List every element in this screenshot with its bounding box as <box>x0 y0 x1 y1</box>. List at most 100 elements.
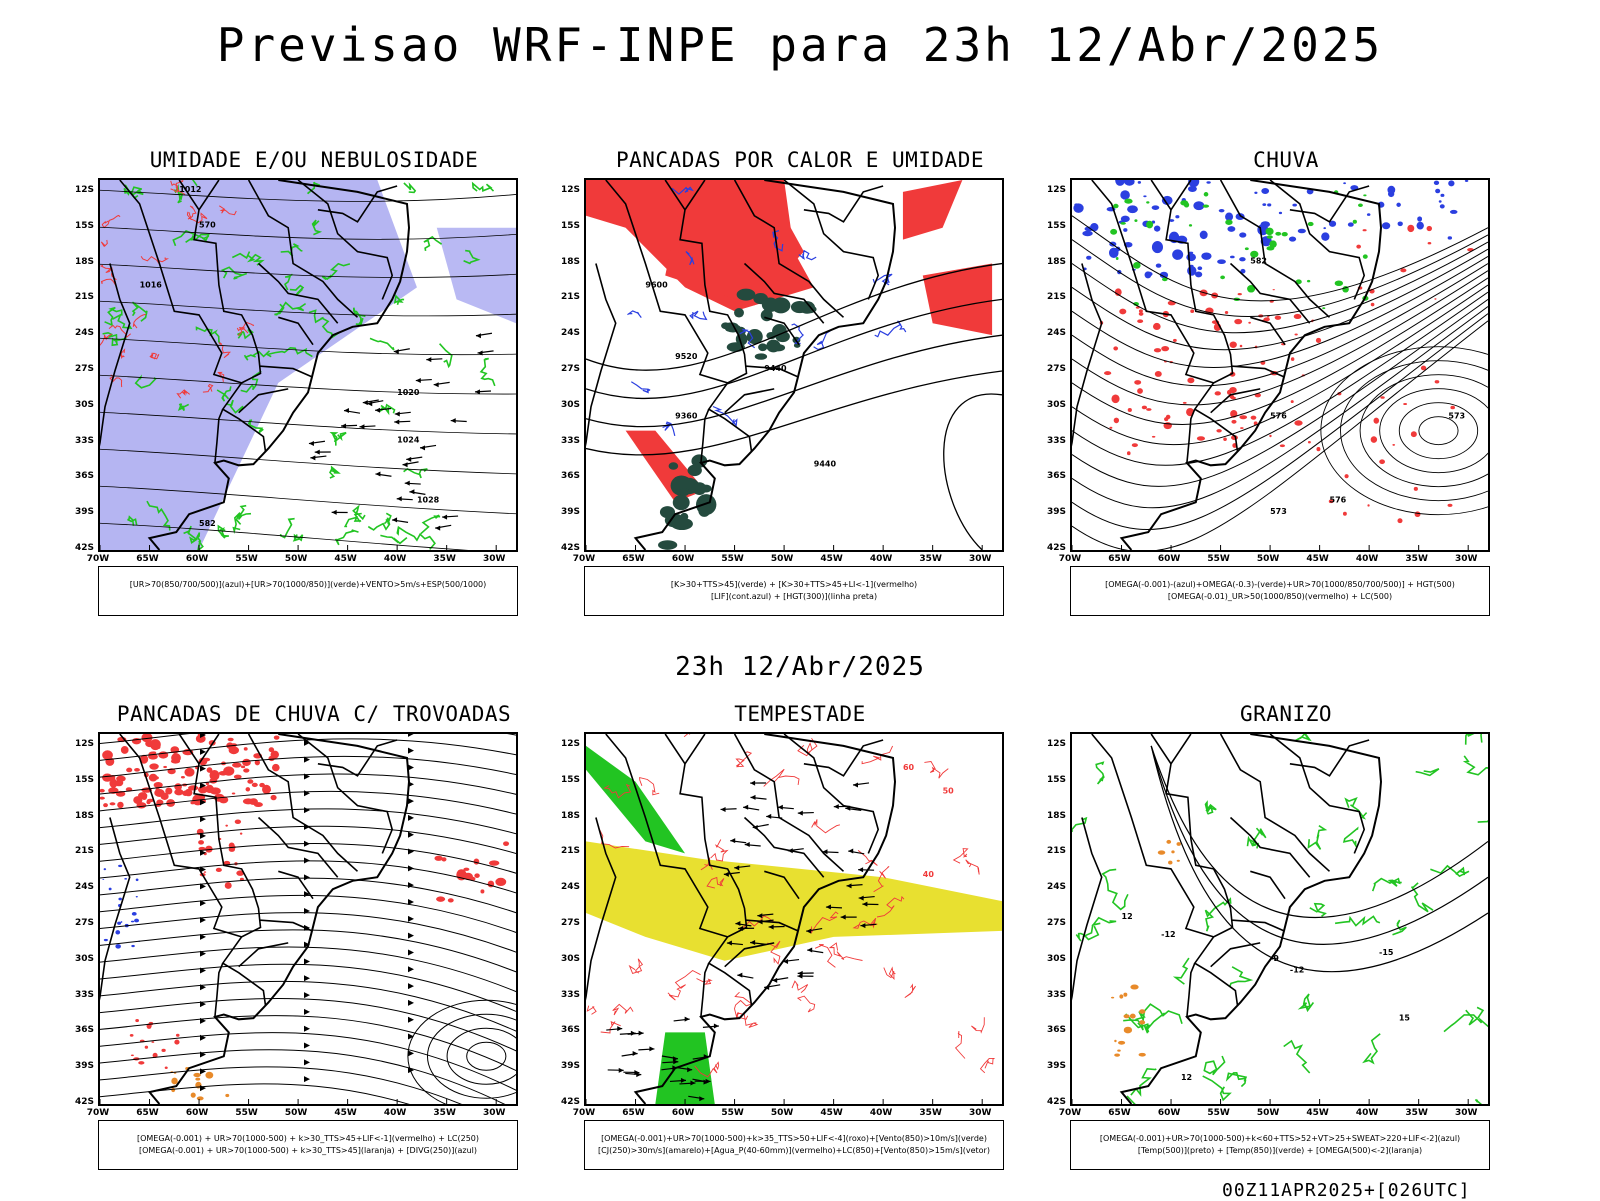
legend-line: [LIF](cont.azul) + [HGT(300)](linha pret… <box>585 591 1003 603</box>
lon-tick-label: 70W <box>1055 1108 1085 1118</box>
lat-tick-label: 12S <box>72 739 94 749</box>
lat-tick-label: 27S <box>72 364 94 374</box>
lon-tick-label: 60W <box>1154 1108 1184 1118</box>
lon-tick-label: 55W <box>1204 554 1234 564</box>
lon-tick-label: 45W <box>331 1108 361 1118</box>
lon-tick-label: 65W <box>1105 1108 1135 1118</box>
panel-thunder-showers: PANCADAS DE CHUVA C/ TROVOADAS [OMEGA(-0… <box>74 702 554 1182</box>
lon-tick-label: 50W <box>281 554 311 564</box>
lat-tick-label: 36S <box>1044 1025 1066 1035</box>
lat-tick-label: 30S <box>1044 400 1066 410</box>
lat-tick-label: 39S <box>1044 507 1066 517</box>
panel-legend: [OMEGA(-0.001)+UR>70(1000-500)+k<60+TTS>… <box>1070 1120 1490 1170</box>
lat-tick-label: 21S <box>1044 292 1066 302</box>
lat-tick-label: 12S <box>558 739 580 749</box>
panel-title: PANCADAS DE CHUVA C/ TROVOADAS <box>74 702 554 726</box>
lat-tick-label: 21S <box>72 846 94 856</box>
panel-legend: [OMEGA(-0.001)+UR>70(1000-500)+k>35_TTS>… <box>584 1120 1004 1170</box>
lat-tick-label: 36S <box>1044 471 1066 481</box>
lat-tick-label: 15S <box>72 775 94 785</box>
lon-tick-label: 45W <box>331 554 361 564</box>
lat-tick-label: 39S <box>72 507 94 517</box>
lon-tick-label: 30W <box>479 554 509 564</box>
lat-tick-label: 12S <box>1044 185 1066 195</box>
lat-tick-label: 27S <box>558 918 580 928</box>
lon-tick-label: 45W <box>817 554 847 564</box>
svg-text:1020: 1020 <box>397 388 420 397</box>
lat-tick-label: 36S <box>72 1025 94 1035</box>
svg-text:12: 12 <box>1181 1073 1192 1082</box>
lat-tick-label: 27S <box>1044 364 1066 374</box>
panel-title: GRANIZO <box>1046 702 1526 726</box>
lon-tick-label: 50W <box>1253 1108 1283 1118</box>
lat-tick-label: 30S <box>72 954 94 964</box>
svg-text:1028: 1028 <box>417 495 440 504</box>
legend-line: [UR>70(850/700/500)](azul)+[UR>70(1000/8… <box>99 579 517 591</box>
svg-text:-15: -15 <box>1379 948 1394 957</box>
lat-tick-label: 39S <box>1044 1061 1066 1071</box>
lat-tick-label: 30S <box>558 400 580 410</box>
legend-line: [K>30+TTS>45](verde) + [K>30+TTS>45+LI<-… <box>585 579 1003 591</box>
lon-tick-label: 45W <box>1303 554 1333 564</box>
lon-tick-label: 35W <box>430 554 460 564</box>
svg-text:1024: 1024 <box>397 436 420 445</box>
lon-tick-label: 70W <box>1055 554 1085 564</box>
panel-title: TEMPESTADE <box>560 702 1040 726</box>
svg-text:576: 576 <box>1330 495 1347 504</box>
lat-tick-label: 21S <box>558 292 580 302</box>
svg-text:9440: 9440 <box>814 459 837 468</box>
lon-tick-label: 55W <box>718 554 748 564</box>
lon-tick-label: 55W <box>232 554 262 564</box>
legend-line: [CJ(250)>30m/s](amarelo)+[Agua_P(40-60mm… <box>585 1145 1003 1157</box>
lat-tick-label: 39S <box>558 1061 580 1071</box>
lat-tick-label: 36S <box>558 471 580 481</box>
lon-tick-label: 60W <box>668 1108 698 1118</box>
legend-line: [OMEGA(-0.001)+UR>70(1000-500)+k<60+TTS>… <box>1071 1133 1489 1145</box>
lat-tick-label: 33S <box>1044 436 1066 446</box>
legend-line: [OMEGA(-0.001) + UR>70(1000-500) + k>30_… <box>99 1145 517 1157</box>
svg-text:50: 50 <box>943 787 955 796</box>
lon-tick-label: 60W <box>668 554 698 564</box>
lon-tick-label: 40W <box>1352 554 1382 564</box>
lon-tick-label: 35W <box>916 554 946 564</box>
lat-tick-label: 42S <box>558 1097 580 1107</box>
lon-tick-label: 40W <box>866 554 896 564</box>
run-info: 00Z11APR2025+[026UTC] <box>1222 1180 1471 1201</box>
lat-tick-label: 18S <box>1044 257 1066 267</box>
lon-tick-label: 60W <box>182 554 212 564</box>
lat-tick-label: 27S <box>72 918 94 928</box>
lon-tick-label: 45W <box>817 1108 847 1118</box>
svg-text:582: 582 <box>199 519 216 528</box>
lon-tick-label: 40W <box>866 1108 896 1118</box>
lon-tick-label: 30W <box>479 1108 509 1118</box>
lat-tick-label: 39S <box>72 1061 94 1071</box>
panel-title: UMIDADE E/OU NEBULOSIDADE <box>74 148 554 172</box>
lon-tick-label: 50W <box>767 554 797 564</box>
lat-tick-label: 18S <box>72 257 94 267</box>
lat-tick-label: 15S <box>72 221 94 231</box>
lon-tick-label: 30W <box>1451 1108 1481 1118</box>
lon-tick-label: 65W <box>619 554 649 564</box>
lon-tick-label: 65W <box>1105 554 1135 564</box>
lon-tick-label: 65W <box>133 1108 163 1118</box>
panel-title: PANCADAS POR CALOR E UMIDADE <box>560 148 1040 172</box>
svg-text:570: 570 <box>199 221 216 230</box>
svg-text:-12: -12 <box>1290 966 1304 975</box>
lat-tick-label: 12S <box>558 185 580 195</box>
lat-tick-label: 42S <box>1044 1097 1066 1107</box>
lat-tick-label: 12S <box>1044 739 1066 749</box>
lat-tick-label: 30S <box>1044 954 1066 964</box>
main-title: Previsao WRF-INPE para 23h 12/Abr/2025 <box>0 18 1600 72</box>
lat-tick-label: 33S <box>558 990 580 1000</box>
lat-tick-label: 12S <box>72 185 94 195</box>
lat-tick-label: 33S <box>72 436 94 446</box>
lon-tick-label: 65W <box>619 1108 649 1118</box>
lat-tick-label: 30S <box>72 400 94 410</box>
valid-time-label: 23h 12/Abr/2025 <box>0 652 1600 682</box>
